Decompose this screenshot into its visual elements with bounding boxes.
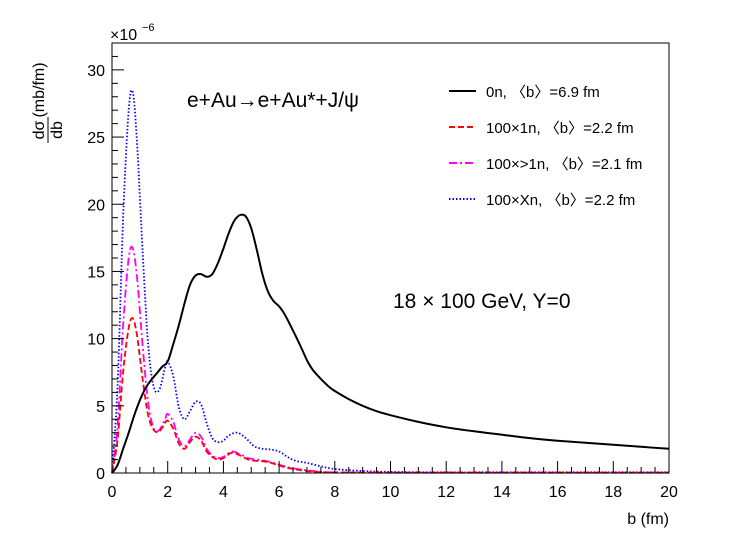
x-tick-label: 10	[382, 484, 400, 501]
y-multiplier-exponent: −6	[142, 22, 155, 34]
y-tick-label: 20	[87, 197, 105, 214]
legend-label: 100×>1n, 〈b〉=2.1 fm	[486, 156, 642, 173]
y-tick-label: 10	[87, 332, 105, 349]
x-tick-label: 12	[437, 484, 455, 501]
x-tick-label: 6	[275, 484, 284, 501]
x-tick-label: 16	[549, 484, 567, 501]
series-line	[111, 213, 670, 474]
axis-layer: 0 2 4 6 8 10 12 14 16 18 20 0 5 10 15 20 25 30	[87, 55, 678, 501]
y-label-numerator: dσ	[31, 120, 48, 139]
energy-annotation: 18 × 100 GeV, Y=0	[393, 290, 571, 313]
legend-label: 100×Xn, 〈b〉=2.2 fm	[486, 192, 635, 209]
reaction-annotation: e+Au→e+Au*+J/ψ	[187, 89, 359, 112]
x-tick-label: 18	[604, 484, 622, 501]
y-tick-label: 15	[87, 264, 105, 281]
series-line	[111, 89, 669, 474]
y-tick-label: 5	[96, 399, 105, 416]
y-tick-label: 0	[96, 466, 105, 483]
x-tick-label: 20	[660, 484, 678, 501]
y-label-units: (mb/fm)	[31, 62, 48, 117]
y-axis-label: dσ db (mb/fm)	[31, 62, 66, 143]
x-tick-label: 2	[163, 484, 172, 501]
y-tick-label: 25	[87, 130, 105, 147]
series-layer	[111, 89, 670, 474]
x-tick-label: 14	[493, 484, 511, 501]
x-tick-label: 0	[108, 484, 117, 501]
y-multiplier: ×10 −6	[110, 22, 155, 44]
x-tick-label: 8	[330, 484, 339, 501]
legend: 0n, 〈b〉=6.9 fm 100×1n, 〈b〉=2.2 fm 100×>1n,…	[449, 84, 642, 209]
x-axis-label: b (fm)	[627, 511, 669, 528]
series-line	[111, 317, 669, 474]
legend-label: 100×1n, 〈b〉=2.2 fm	[486, 120, 634, 137]
y-tick-label: 30	[87, 63, 105, 80]
y-label-denominator: db	[49, 121, 66, 139]
legend-label: 0n, 〈b〉=6.9 fm	[486, 84, 600, 101]
y-multiplier-base: ×10	[110, 27, 137, 44]
x-tick-label: 4	[219, 484, 228, 501]
